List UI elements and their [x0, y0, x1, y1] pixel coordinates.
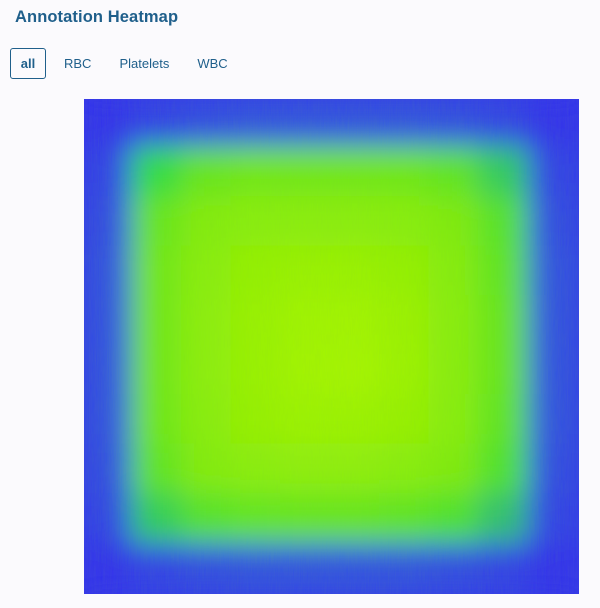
tab-all[interactable]: all: [10, 48, 46, 79]
heatmap-image: [84, 99, 579, 594]
tab-platelets[interactable]: Platelets: [119, 56, 170, 71]
page-title: Annotation Heatmap: [15, 8, 179, 26]
heatmap-plot: [84, 99, 579, 594]
class-filter-tabs: all RBC Platelets WBC: [10, 48, 246, 79]
heatmap-texture: [84, 99, 579, 594]
tab-wbc[interactable]: WBC: [197, 56, 228, 71]
tab-rbc[interactable]: RBC: [64, 56, 92, 71]
